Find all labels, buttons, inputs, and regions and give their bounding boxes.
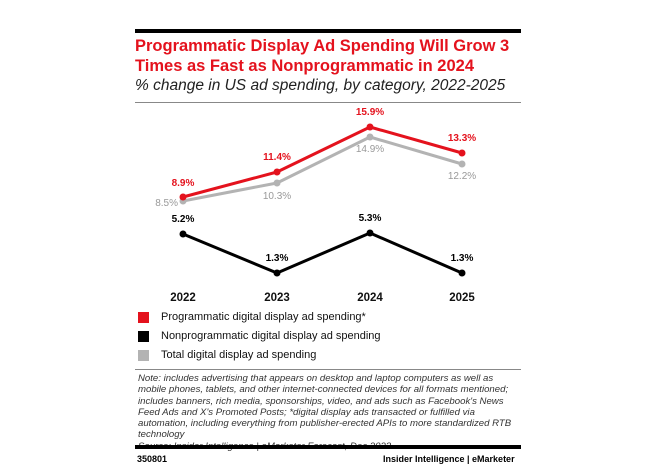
data-label: 8.9%	[172, 178, 195, 189]
legend-swatch	[138, 330, 149, 342]
data-point	[458, 160, 466, 168]
x-tick-label: 2022	[170, 292, 196, 304]
data-label: 5.3%	[359, 213, 382, 224]
data-label: 15.9%	[356, 107, 384, 118]
x-tick-label: 2025	[449, 292, 475, 304]
data-label: 10.3%	[263, 191, 291, 202]
data-point	[366, 229, 374, 237]
x-tick-label: 2023	[264, 292, 290, 304]
legend-item-programmatic: Programmatic digital display ad spending…	[138, 311, 366, 323]
legend-item-total: Total digital display ad spending	[138, 349, 316, 361]
data-point	[273, 168, 281, 176]
data-label: 1.3%	[266, 253, 289, 264]
data-label: 1.3%	[451, 253, 474, 264]
subtitle-rule	[135, 102, 521, 103]
legend-label: Total digital display ad spending	[161, 349, 317, 361]
data-label: 8.5%	[155, 198, 178, 209]
top-rule	[135, 29, 521, 33]
data-label: 14.9%	[356, 144, 384, 155]
data-point	[179, 230, 187, 238]
chart-title: Programmatic Display Ad Spending Will Gr…	[135, 37, 510, 75]
data-point	[458, 149, 466, 157]
brand-label: Insider Intelligence | eMarketer	[383, 454, 515, 464]
data-point	[273, 179, 281, 187]
series-line-2	[182, 135, 463, 203]
data-point	[458, 269, 466, 277]
legend-item-nonprogrammatic: Nonprogrammatic digital display ad spend…	[138, 330, 381, 342]
data-point	[366, 123, 374, 131]
chart-subtitle: % change in US ad spending, by category,…	[135, 77, 506, 94]
bottom-rule	[135, 445, 521, 449]
note-rule	[135, 369, 521, 370]
chart-id: 350801	[137, 454, 168, 464]
legend-label: Programmatic digital display ad spending…	[161, 311, 366, 323]
data-label: 5.2%	[172, 214, 195, 225]
legend-label: Nonprogrammatic digital display ad spend…	[161, 330, 381, 342]
note-text: Note: includes advertising that appears …	[138, 373, 512, 441]
data-label: 13.3%	[448, 133, 476, 144]
data-label: 12.2%	[448, 171, 476, 182]
data-point	[179, 193, 187, 201]
series-line-0	[182, 125, 463, 199]
x-tick-label: 2024	[357, 292, 383, 304]
data-point	[273, 269, 281, 277]
legend-swatch	[138, 311, 149, 323]
note-block: Note: includes advertising that appears …	[138, 373, 523, 452]
data-point	[366, 133, 374, 141]
legend-swatch	[138, 349, 149, 361]
series-line-1	[182, 231, 463, 275]
data-label: 11.4%	[263, 152, 291, 163]
